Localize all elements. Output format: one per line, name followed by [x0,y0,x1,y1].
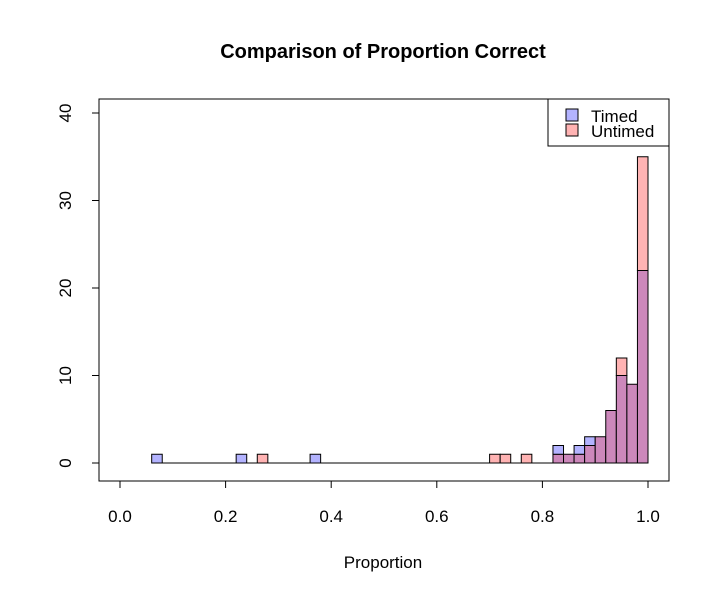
bar-overlap-0.92 [605,410,617,464]
bar-untimed-0.72 [499,453,512,464]
x-axis-title: Proportion [344,553,422,572]
y-axis: 0 10 20 30 40 [56,104,100,468]
bar-untimed-0.94 [615,357,628,376]
x-tick-label-0.2: 0.2 [214,507,238,526]
y-tick-label-10: 10 [56,366,75,385]
legend-swatch-timed [565,108,579,122]
x-tick-label-0.4: 0.4 [319,507,343,526]
bar-timed-0.88 [584,436,596,446]
bar-untimed-0.26 [256,453,269,464]
x-tick-label-0.6: 0.6 [425,507,449,526]
y-tick-label-20: 20 [56,279,75,298]
x-tick-label-0.0: 0.0 [108,507,132,526]
legend-swatch-untimed [565,123,579,137]
bar-overlap-0.86 [573,453,586,464]
x-tick-label-0.8: 0.8 [531,507,555,526]
bar-overlap-0.90 [594,436,607,464]
chart-title: Comparison of Proportion Correct [220,41,546,63]
bar-timed-0.86 [573,445,586,455]
bar-overlap-0.88 [584,445,596,464]
bars-layer [151,156,649,464]
bar-overlap-0.98 [636,270,649,464]
bar-timed-0.22 [235,453,248,464]
legend-label-timed: Timed [591,107,638,126]
y-tick-label-40: 40 [56,104,75,123]
x-tick-label-1.0: 1.0 [636,507,660,526]
bar-overlap-0.96 [626,383,638,464]
legend: Timed Untimed [547,98,670,147]
y-tick-label-0: 0 [56,458,75,467]
legend-label-untimed: Untimed [591,122,654,141]
bar-untimed-0.70 [489,453,501,464]
bar-untimed-0.76 [520,453,533,464]
bar-timed-0.36 [309,453,322,464]
bar-timed-0.82 [552,445,565,455]
bar-untimed-0.98 [636,156,649,271]
y-tick-label-30: 30 [56,191,75,210]
legend-box [547,98,670,147]
bar-overlap-0.94 [615,375,628,464]
plot-border [98,98,670,482]
bar-overlap-0.84 [563,453,575,464]
bar-overlap-0.82 [552,453,565,464]
bar-timed-0.06 [151,453,163,464]
x-axis: 0.0 0.2 0.4 0.6 0.8 1.0 [108,480,660,526]
